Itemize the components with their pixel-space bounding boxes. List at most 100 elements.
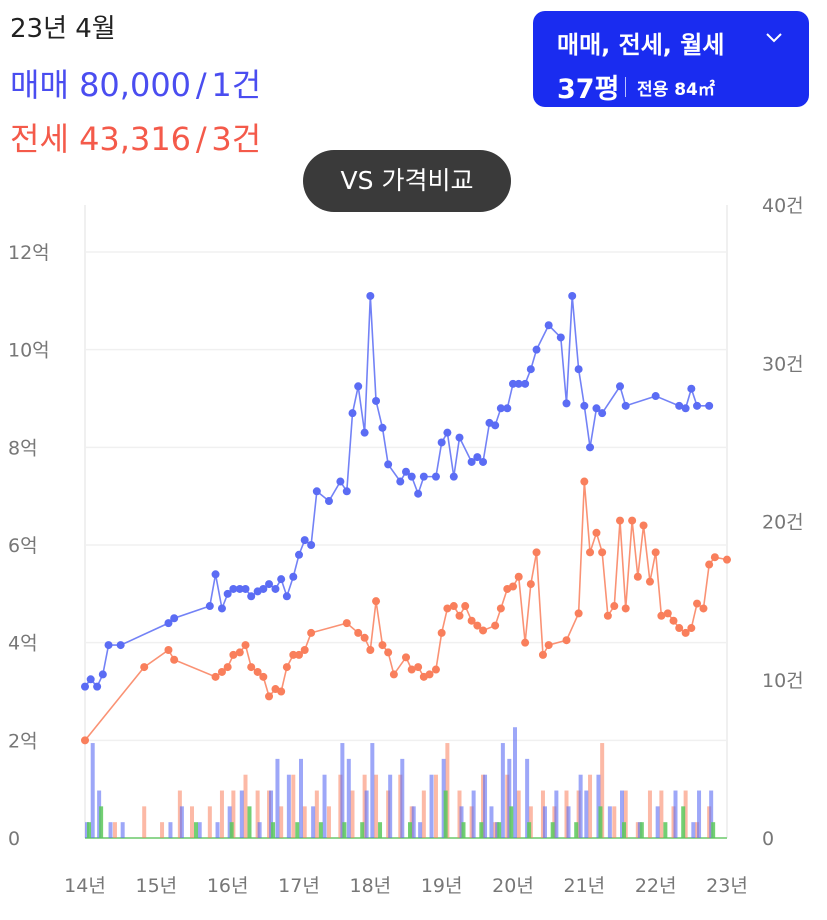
sale-price-point — [170, 614, 179, 623]
sale-volume-bar — [108, 822, 113, 838]
jeonse-price-point — [687, 624, 696, 633]
jeonse-price-point — [247, 663, 256, 672]
sale-price-point — [205, 602, 214, 611]
jeonse-price-point — [610, 602, 619, 611]
sale-price-point — [241, 584, 250, 593]
sale-price-point — [277, 575, 286, 584]
sale-summary: 매매 80,000/1건 — [10, 60, 261, 106]
jeonse-price-point — [479, 626, 488, 635]
monthly-volume-bar — [408, 822, 412, 838]
divider — [625, 77, 626, 97]
sale-volume-bar — [554, 790, 559, 838]
sale-volume-bar — [257, 822, 262, 838]
x-tick-label: 22년 — [635, 875, 677, 897]
sale-volume-bar — [513, 727, 517, 838]
jeonse-price-point — [140, 663, 149, 672]
jeonse-volume-bar — [219, 790, 224, 838]
monthly-volume-bar — [271, 822, 276, 838]
sale-price-point — [419, 472, 428, 481]
sale-price-point — [503, 404, 512, 413]
x-tick-label: 18년 — [349, 875, 391, 897]
sale-volume-bar — [168, 822, 173, 838]
jeonse-price-point — [455, 611, 464, 620]
jeonse-volume-bar — [291, 774, 296, 838]
jeonse-price-point — [354, 628, 363, 637]
monthly-volume-bar — [622, 822, 626, 838]
sale-price: 80,000 — [79, 66, 192, 104]
sale-price-point — [705, 401, 714, 410]
x-tick-label: 15년 — [135, 875, 177, 897]
sale-price-point — [98, 670, 107, 679]
jeonse-price-point — [473, 621, 482, 630]
sale-volume-bar — [90, 743, 95, 838]
x-tick-label: 21년 — [563, 875, 605, 897]
sale-price-point — [217, 604, 226, 613]
sale-price-point — [307, 541, 316, 549]
jeonse-volume-bar — [314, 790, 319, 838]
sale-price-point — [574, 365, 583, 374]
y-tick-label: 2억 — [8, 730, 38, 752]
chevron-down-icon — [766, 33, 782, 43]
jeonse-price-point — [235, 648, 244, 657]
sale-volume-bar — [655, 806, 660, 838]
sale-volume-bar — [471, 790, 476, 838]
sale-volume-bar — [239, 790, 244, 838]
sale-volume-bar — [607, 806, 612, 838]
jeonse-price-point — [633, 572, 642, 581]
jeonse-volume-bar — [588, 774, 593, 838]
sale-volume-bar — [489, 806, 494, 838]
sale-price-point — [675, 401, 684, 410]
monthly-volume-bar — [574, 822, 579, 838]
sale-volume-bar — [418, 822, 423, 838]
jeonse-price-point — [425, 670, 434, 679]
sale-price-point — [514, 379, 523, 388]
sale-price-point — [586, 443, 595, 452]
price-compare-button[interactable]: VS 가격비교 — [303, 150, 511, 212]
jeonse-volume-bar — [350, 790, 355, 838]
sale-type-label: 매매 — [10, 66, 69, 104]
sale-volume-bar — [370, 743, 375, 838]
jeonse-price-point — [693, 599, 702, 608]
jeonse-price-point — [378, 641, 387, 650]
jeonse-price-point — [651, 548, 660, 557]
sale-price-point — [164, 619, 173, 628]
sale-price-point — [384, 460, 393, 469]
sale-price-point — [271, 584, 280, 593]
jeonse-price-point — [723, 555, 731, 564]
sale-price-point — [562, 399, 571, 408]
jeonse-price-point — [461, 602, 470, 611]
monthly-volume-bar — [479, 822, 484, 838]
jeonse-price-point — [372, 597, 381, 606]
sale-volume-bar — [400, 758, 405, 838]
x-tick-label: 23년 — [706, 875, 748, 897]
jeonse-price-point — [437, 628, 446, 637]
sale-volume-bar — [275, 758, 280, 838]
monthly-volume-bar — [443, 790, 448, 838]
jeonse-volume-bar — [326, 806, 331, 838]
deal-type-label: 매매, 전세, 월세 — [557, 31, 725, 59]
jeonse-price-point — [467, 616, 476, 625]
sale-volume-bar — [411, 806, 416, 838]
jeonse-price-point — [282, 663, 291, 672]
sale-price-point — [229, 584, 238, 593]
sale-volume-bar — [311, 806, 316, 838]
y2-tick-label: 40건 — [762, 195, 804, 217]
monthly-volume-bar — [247, 806, 252, 838]
sale-price-point — [526, 365, 535, 374]
jeonse-volume-bar — [374, 774, 379, 838]
x-tick-label: 16년 — [207, 875, 249, 897]
deal-type-filter-button[interactable]: 매매, 전세, 월세 37평 전용 84㎡ — [533, 11, 809, 107]
sale-price-point — [467, 457, 476, 466]
jeonse-volume-bar — [142, 806, 147, 838]
sale-volume-bar — [215, 822, 220, 838]
monthly-volume-bar — [639, 822, 644, 838]
sale-price-point — [651, 392, 660, 401]
sale-price-line — [84, 295, 710, 689]
jeonse-price-point — [574, 609, 583, 618]
jeonse-price-point — [402, 653, 410, 662]
jeonse-volume-bar — [647, 790, 652, 838]
sale-price-point — [342, 487, 351, 496]
y2-tick-label: 20건 — [762, 512, 804, 534]
jeonse-volume-bar — [190, 806, 194, 838]
sale-volume-bar — [286, 774, 291, 838]
